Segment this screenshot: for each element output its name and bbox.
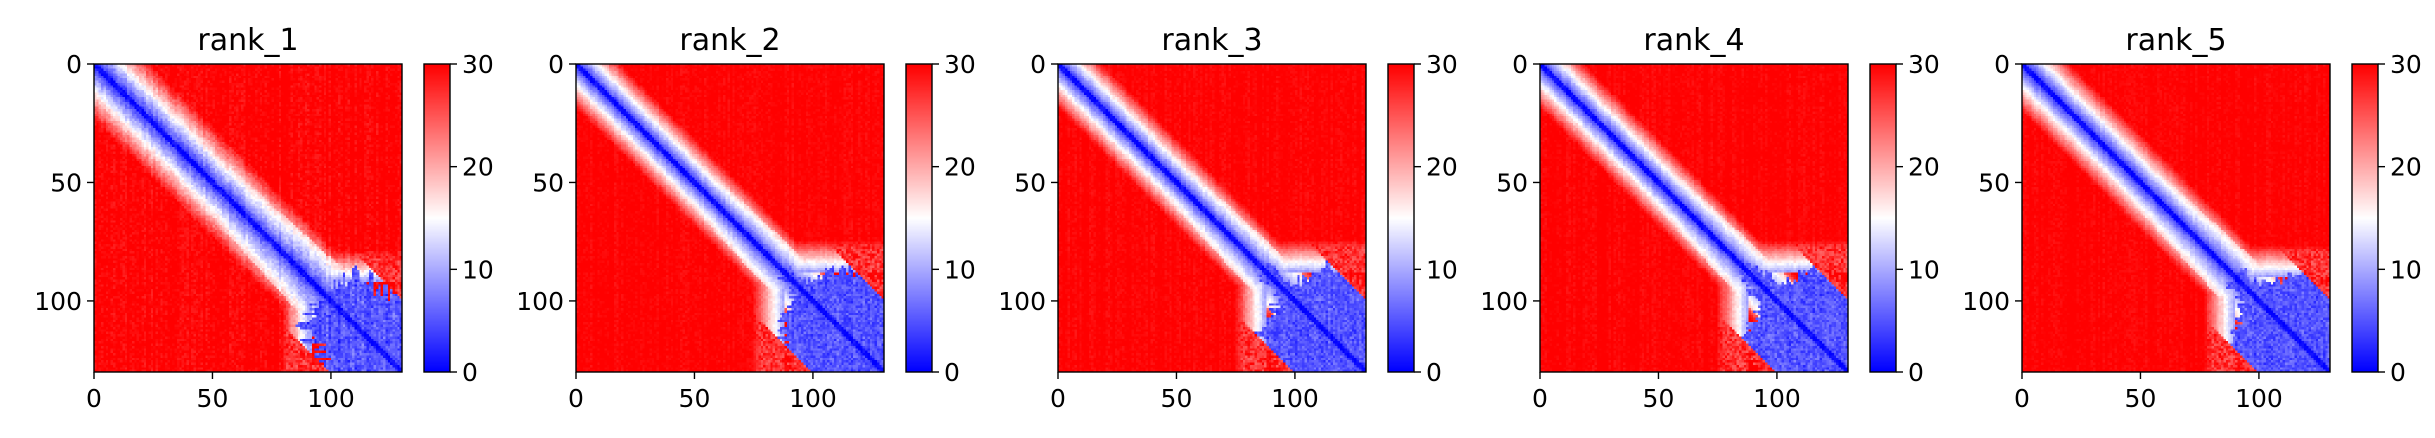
plot-frame	[575, 63, 885, 373]
heatmap-image	[2022, 64, 2330, 372]
heatmap-panel: rank_4 0 50 100 0 50 100 0 10 20 30	[1480, 23, 1940, 413]
y-tick-label: 0	[1512, 50, 1528, 79]
y-tick-label: 50	[1978, 168, 2010, 197]
colorbar	[1870, 64, 1896, 372]
y-tick-label: 0	[66, 50, 82, 79]
colorbar-tick-label: 10	[462, 255, 494, 284]
y-tick-label: 100	[1962, 287, 2010, 316]
plot-frame	[2021, 63, 2331, 373]
y-tick-label: 50	[1014, 168, 1046, 197]
x-tick-label: 50	[1161, 384, 1193, 413]
panel-title: rank_5	[2125, 23, 2226, 58]
colorbar-frame	[1869, 63, 1897, 373]
colorbar	[424, 64, 450, 372]
colorbar-frame	[423, 63, 451, 373]
colorbar-tick-label: 30	[2390, 50, 2422, 79]
y-tick-label: 50	[50, 168, 82, 197]
colorbar-tick-label: 0	[1908, 358, 1924, 387]
colorbar-tick-label: 30	[1426, 50, 1458, 79]
panel-title: rank_2	[679, 23, 780, 58]
y-tick-label: 100	[1480, 287, 1528, 316]
heatmap-image	[1058, 64, 1366, 372]
x-tick-label: 50	[197, 384, 229, 413]
colorbar-tick-label: 0	[944, 358, 960, 387]
x-tick-label: 50	[679, 384, 711, 413]
heatmap-image	[1540, 64, 1848, 372]
x-tick-label: 100	[1271, 384, 1319, 413]
colorbar-frame	[1387, 63, 1415, 373]
y-tick-label: 0	[548, 50, 564, 79]
colorbar-tick-label: 10	[1908, 255, 1940, 284]
y-tick-label: 50	[1496, 168, 1528, 197]
x-tick-label: 0	[86, 384, 102, 413]
plot-frame	[93, 63, 403, 373]
colorbar	[1388, 64, 1414, 372]
plot-frame	[1539, 63, 1849, 373]
heatmap-panel: rank_1 0 50 100 0 50 100 0 10 20 30	[34, 23, 494, 413]
colorbar-tick-label: 0	[2390, 358, 2406, 387]
heatmap-panel: rank_2 0 50 100 0 50 100 0 10 20 30	[516, 23, 976, 413]
heatmap-panel: rank_3 0 50 100 0 50 100 0 10 20 30	[998, 23, 1458, 413]
x-tick-label: 0	[568, 384, 584, 413]
heatmap-image	[576, 64, 884, 372]
heatmap-image	[94, 64, 402, 372]
colorbar-frame	[2351, 63, 2379, 373]
heatmap-panel: rank_5 0 50 100 0 50 100 0 10 20 30	[1962, 23, 2422, 413]
x-tick-label: 100	[1753, 384, 1801, 413]
colorbar-tick-label: 10	[1426, 255, 1458, 284]
colorbar	[2352, 64, 2378, 372]
y-tick-label: 0	[1030, 50, 1046, 79]
colorbar-tick-label: 20	[1908, 153, 1940, 182]
x-tick-label: 100	[2235, 384, 2283, 413]
panel-title: rank_1	[197, 23, 298, 58]
plot-frame	[1057, 63, 1367, 373]
y-tick-label: 100	[998, 287, 1046, 316]
colorbar-tick-label: 30	[462, 50, 494, 79]
colorbar-tick-label: 20	[2390, 153, 2422, 182]
x-tick-label: 100	[789, 384, 837, 413]
x-tick-label: 50	[2125, 384, 2157, 413]
colorbar-tick-label: 20	[1426, 153, 1458, 182]
colorbar-tick-label: 30	[1908, 50, 1940, 79]
colorbar-frame	[905, 63, 933, 373]
colorbar-tick-label: 0	[1426, 358, 1442, 387]
x-tick-label: 100	[307, 384, 355, 413]
colorbar-tick-label: 10	[2390, 255, 2422, 284]
colorbar-tick-label: 30	[944, 50, 976, 79]
x-tick-label: 0	[1532, 384, 1548, 413]
x-tick-label: 0	[2014, 384, 2030, 413]
x-tick-label: 50	[1643, 384, 1675, 413]
colorbar-tick-label: 20	[462, 153, 494, 182]
y-tick-label: 100	[516, 287, 564, 316]
y-tick-label: 100	[34, 287, 82, 316]
colorbar-tick-label: 20	[944, 153, 976, 182]
colorbar	[906, 64, 932, 372]
panel-title: rank_3	[1161, 23, 1262, 58]
colorbar-tick-label: 10	[944, 255, 976, 284]
colorbar-tick-label: 0	[462, 358, 478, 387]
y-tick-label: 50	[532, 168, 564, 197]
panel-title: rank_4	[1643, 23, 1744, 58]
y-tick-label: 0	[1994, 50, 2010, 79]
x-tick-label: 0	[1050, 384, 1066, 413]
